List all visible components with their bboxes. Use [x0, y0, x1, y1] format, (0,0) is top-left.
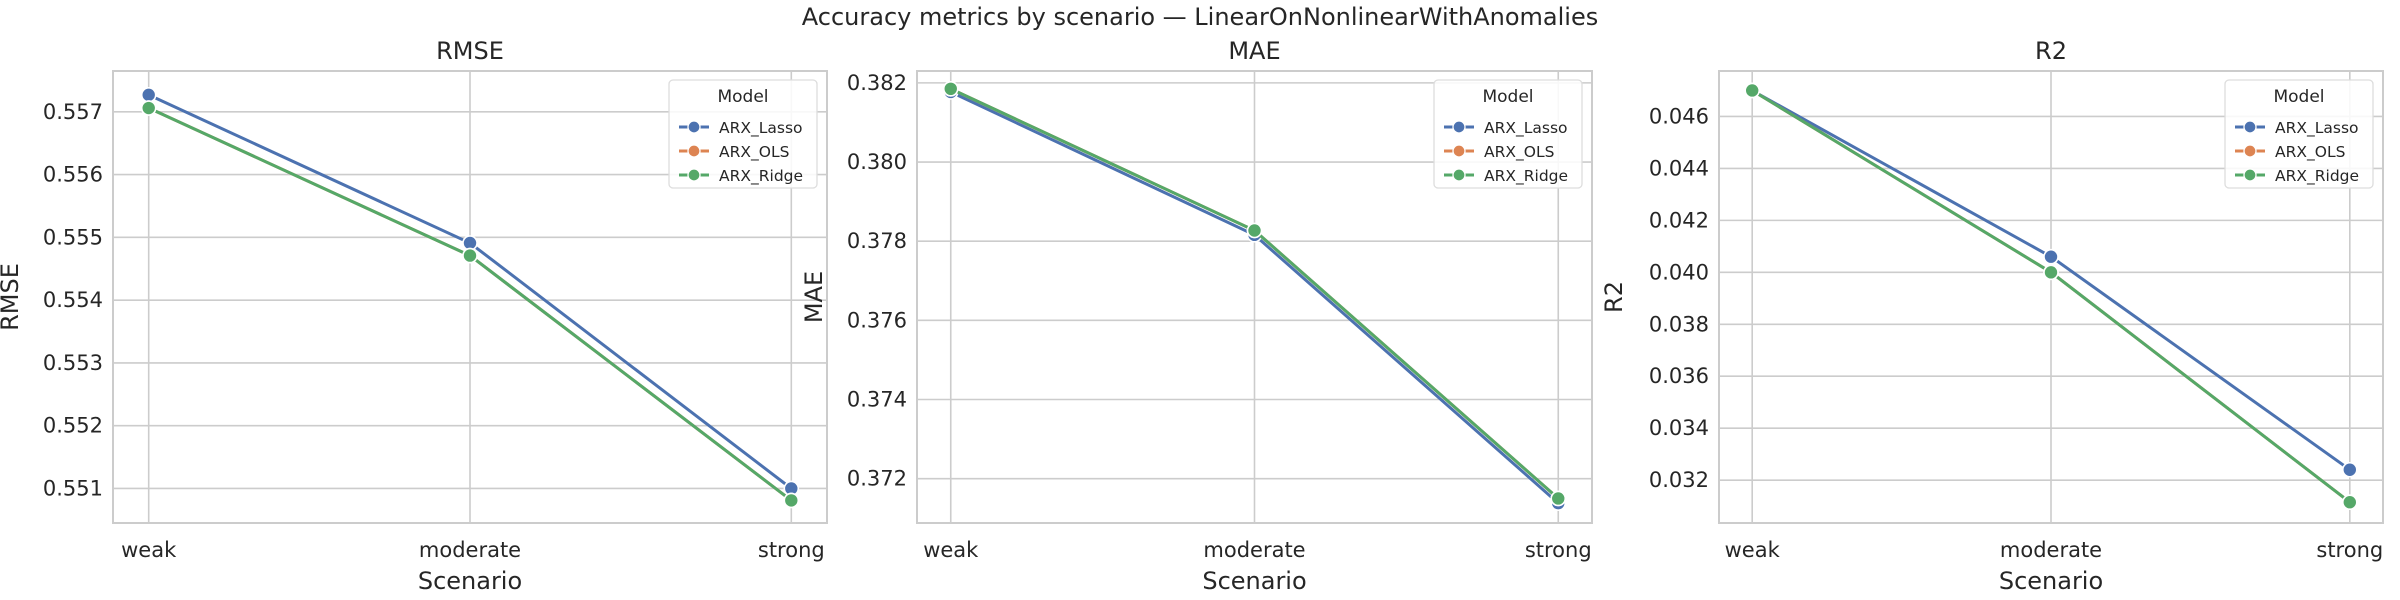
y-tick-label: 0.038: [1649, 312, 1709, 336]
legend-swatch-marker: [2243, 168, 2257, 182]
x-tick-label: weak: [121, 538, 177, 562]
y-tick-label: 0.034: [1649, 416, 1709, 440]
panel-mae: 0.372 0.374 0.376 0.378 0.380 0.382 weak modera…: [800, 37, 1593, 595]
data-point: [1550, 490, 1567, 507]
data-point: [2043, 248, 2059, 265]
legend-title: Model: [2273, 87, 2324, 107]
y-tick-label: 0.036: [1649, 364, 1709, 388]
data-point: [140, 100, 157, 116]
data-point: [462, 247, 478, 264]
axes-frame: [112, 70, 828, 524]
x-tick-label: strong: [758, 538, 825, 562]
x-tick-label: moderate: [419, 538, 521, 562]
axes-frame: [916, 70, 1593, 524]
y-tick-label: 0.374: [847, 388, 907, 412]
legend-item-label: ARX_Lasso: [2275, 119, 2359, 138]
legend-box: [1433, 79, 1583, 189]
legend-item-label: ARX_OLS: [2275, 143, 2345, 162]
legend-item-label: ARX_Ridge: [1484, 167, 1568, 186]
legend-box: [2224, 79, 2374, 189]
y-tick-label: 0.553: [43, 351, 103, 375]
legend-swatch-marker: [1452, 120, 1466, 134]
x-axis-label: Scenario: [1202, 567, 1306, 595]
y-tick-label: 0.372: [847, 467, 907, 491]
y-tick-label: 0.042: [1649, 208, 1709, 232]
legend-item-label: ARX_Ridge: [719, 167, 803, 186]
axes-frame: [1718, 70, 2384, 524]
y-tick-label: 0.032: [1649, 468, 1709, 492]
x-tick-label: moderate: [1203, 538, 1305, 562]
legend-swatch-marker: [1452, 144, 1466, 158]
x-tick-label: moderate: [2000, 538, 2102, 562]
panel-title: RMSE: [436, 37, 504, 65]
legend: Model ARX_Lasso ARX_OLS ARX_Ridge: [668, 79, 818, 189]
legend-item-label: ARX_OLS: [1484, 143, 1554, 162]
legend-swatch-marker: [687, 168, 701, 182]
legend-swatch-marker: [1452, 168, 1466, 182]
y-tick-label: 0.551: [43, 476, 103, 500]
panel-rmse: 0.551 0.552 0.553 0.554 0.555 0.556 0.557 weak m…: [0, 37, 828, 595]
y-tick-label: 0.554: [43, 288, 103, 312]
legend-swatch-marker: [687, 144, 701, 158]
panel-title: MAE: [1228, 37, 1280, 65]
y-tick-label: 0.040: [1649, 260, 1709, 284]
legend-item-label: ARX_Ridge: [2275, 167, 2359, 186]
data-point: [942, 81, 959, 97]
x-tick-label: weak: [1725, 538, 1781, 562]
legend-swatch-marker: [687, 120, 701, 134]
y-tick-label: 0.552: [43, 414, 103, 438]
data-point: [1744, 82, 1760, 99]
legend-title: Model: [717, 87, 768, 107]
panel-title: R2: [2035, 37, 2067, 65]
y-tick-label: 0.044: [1649, 156, 1709, 180]
x-tick-label: strong: [2316, 538, 2383, 562]
y-axis-label: R2: [1600, 281, 1628, 313]
legend: Model ARX_Lasso ARX_OLS ARX_Ridge: [2224, 79, 2374, 189]
data-point: [1246, 222, 1263, 239]
legend-item-label: ARX_OLS: [719, 143, 789, 162]
legend-item-label: ARX_Lasso: [1484, 119, 1568, 138]
x-axis-label: Scenario: [1999, 567, 2103, 595]
y-axis-label: MAE: [800, 271, 828, 323]
y-tick-label: 0.376: [847, 308, 907, 332]
y-tick-label: 0.046: [1649, 104, 1709, 128]
y-axis-label: RMSE: [0, 263, 24, 331]
y-tick-label: 0.382: [847, 71, 907, 95]
y-tick-label: 0.557: [43, 100, 103, 124]
y-tick-label: 0.380: [847, 150, 907, 174]
y-tick-label: 0.555: [43, 225, 103, 249]
x-tick-label: strong: [1525, 538, 1592, 562]
y-tick-label: 0.378: [847, 229, 907, 253]
figure-title: Accuracy metrics by scenario — LinearOnN…: [802, 3, 1598, 31]
data-point: [783, 492, 800, 509]
data-point: [2342, 494, 2358, 511]
legend-box: [668, 79, 818, 189]
legend: Model ARX_Lasso ARX_OLS ARX_Ridge: [1433, 79, 1583, 189]
data-point: [2043, 264, 2059, 281]
legend-swatch-marker: [2243, 144, 2257, 158]
x-axis-label: Scenario: [418, 567, 522, 595]
x-tick-label: weak: [923, 538, 979, 562]
legend-title: Model: [1482, 87, 1533, 107]
y-tick-label: 0.556: [43, 163, 103, 187]
legend-swatch-marker: [2243, 120, 2257, 134]
data-point: [2342, 461, 2358, 478]
legend-item-label: ARX_Lasso: [719, 119, 803, 138]
panel-r2: 0.032 0.034 0.036 0.038 0.040 0.042 0.044 0.046…: [1600, 37, 2384, 595]
data-point: [140, 87, 157, 103]
